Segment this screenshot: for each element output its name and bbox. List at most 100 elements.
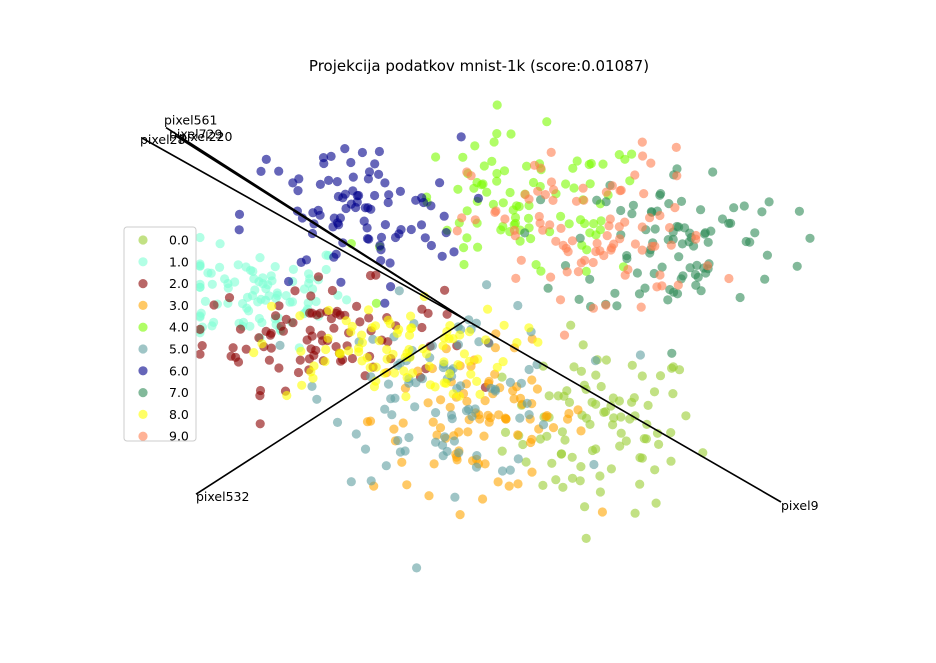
point-class-8-0 [445, 321, 455, 331]
point-class-6-0 [376, 232, 387, 242]
point-class-7-0 [792, 261, 802, 271]
point-class-5-0 [516, 378, 527, 388]
point-class-0-0 [538, 480, 548, 490]
point-class-0-0 [591, 444, 601, 454]
point-class-7-0 [628, 200, 639, 210]
point-class-4-0 [589, 219, 599, 229]
point-class-4-0 [492, 100, 502, 110]
point-class-5-0 [394, 286, 404, 296]
point-class-6-0 [370, 159, 380, 169]
point-class-7-0 [663, 295, 673, 305]
point-class-6-0 [380, 220, 390, 230]
point-class-4-0 [591, 230, 601, 240]
legend-marker-6-0 [138, 366, 148, 376]
point-class-1-0 [195, 279, 205, 289]
point-class-9-0 [556, 223, 566, 233]
point-class-5-0 [482, 280, 492, 290]
point-class-0-0 [641, 434, 652, 444]
point-class-4-0 [542, 117, 552, 127]
axis-vector-label-pixel532: pixel532 [196, 489, 249, 504]
point-class-0-0 [595, 487, 606, 497]
point-class-7-0 [741, 236, 751, 247]
point-class-4-0 [561, 179, 571, 189]
point-class-5-0 [472, 451, 482, 461]
point-class-2-0 [241, 344, 251, 354]
point-class-8-0 [492, 362, 502, 372]
point-class-4-0 [556, 211, 566, 221]
point-class-0-0 [580, 502, 590, 512]
point-class-7-0 [592, 195, 602, 205]
point-class-7-0 [735, 292, 745, 303]
point-class-6-0 [383, 197, 393, 208]
point-class-7-0 [575, 233, 585, 243]
point-class-4-0 [462, 233, 472, 243]
point-class-6-0 [336, 277, 346, 287]
point-class-7-0 [691, 280, 701, 290]
point-class-1-0 [303, 298, 313, 308]
point-class-5-0 [404, 432, 414, 443]
point-class-5-0 [454, 448, 464, 458]
point-class-2-0 [265, 330, 275, 340]
point-class-6-0 [384, 190, 394, 200]
point-class-0-0 [576, 366, 587, 376]
point-class-0-0 [681, 411, 691, 421]
point-class-2-0 [364, 313, 374, 323]
point-class-9-0 [615, 234, 625, 244]
point-class-8-0 [473, 354, 483, 364]
point-class-0-0 [542, 431, 552, 441]
point-class-6-0 [256, 166, 266, 176]
axis-vector-label-pixel561: pixel561 [164, 113, 217, 128]
point-class-6-0 [293, 186, 303, 196]
point-class-6-0 [374, 146, 384, 157]
point-class-5-0 [410, 402, 420, 412]
point-class-7-0 [616, 205, 626, 216]
point-class-5-0 [307, 381, 317, 391]
point-class-6-0 [473, 193, 483, 203]
point-class-7-0 [672, 221, 682, 232]
point-class-6-0 [315, 179, 325, 189]
point-class-9-0 [638, 151, 648, 161]
point-class-6-0 [380, 298, 390, 308]
point-class-5-0 [635, 350, 646, 360]
point-class-1-0 [207, 279, 217, 289]
point-class-3-0 [483, 410, 493, 420]
axis-vector-pixel532 [195, 319, 467, 495]
point-class-2-0 [274, 301, 284, 311]
point-class-3-0 [494, 410, 504, 420]
point-class-0-0 [591, 370, 601, 380]
point-class-8-0 [459, 349, 469, 359]
point-class-6-0 [340, 189, 350, 199]
point-class-5-0 [400, 446, 410, 456]
point-class-0-0 [616, 412, 626, 422]
point-class-4-0 [459, 243, 469, 253]
point-class-8-0 [320, 356, 330, 367]
scatter-points [195, 100, 815, 573]
point-class-7-0 [729, 203, 739, 213]
point-class-3-0 [402, 480, 412, 490]
point-class-1-0 [308, 284, 318, 294]
point-class-4-0 [526, 234, 536, 244]
point-class-7-0 [680, 223, 690, 233]
point-class-4-0 [572, 156, 582, 166]
point-class-2-0 [255, 391, 265, 401]
point-class-2-0 [417, 322, 427, 333]
point-class-3-0 [597, 507, 608, 517]
point-class-7-0 [794, 206, 805, 216]
point-class-1-0 [241, 262, 251, 272]
point-class-9-0 [724, 273, 734, 284]
point-class-6-0 [456, 132, 466, 142]
legend-marker-2-0 [138, 279, 148, 289]
point-class-3-0 [490, 369, 500, 379]
point-class-8-0 [321, 344, 331, 355]
point-class-6-0 [352, 191, 362, 201]
point-class-6-0 [296, 257, 306, 267]
point-class-4-0 [462, 206, 472, 216]
point-class-9-0 [672, 171, 682, 181]
point-class-8-0 [334, 348, 345, 358]
point-class-6-0 [308, 208, 318, 218]
point-class-1-0 [285, 297, 295, 307]
point-class-0-0 [558, 482, 568, 492]
point-class-6-0 [348, 172, 358, 182]
point-class-6-0 [419, 197, 429, 208]
point-class-7-0 [764, 197, 774, 207]
